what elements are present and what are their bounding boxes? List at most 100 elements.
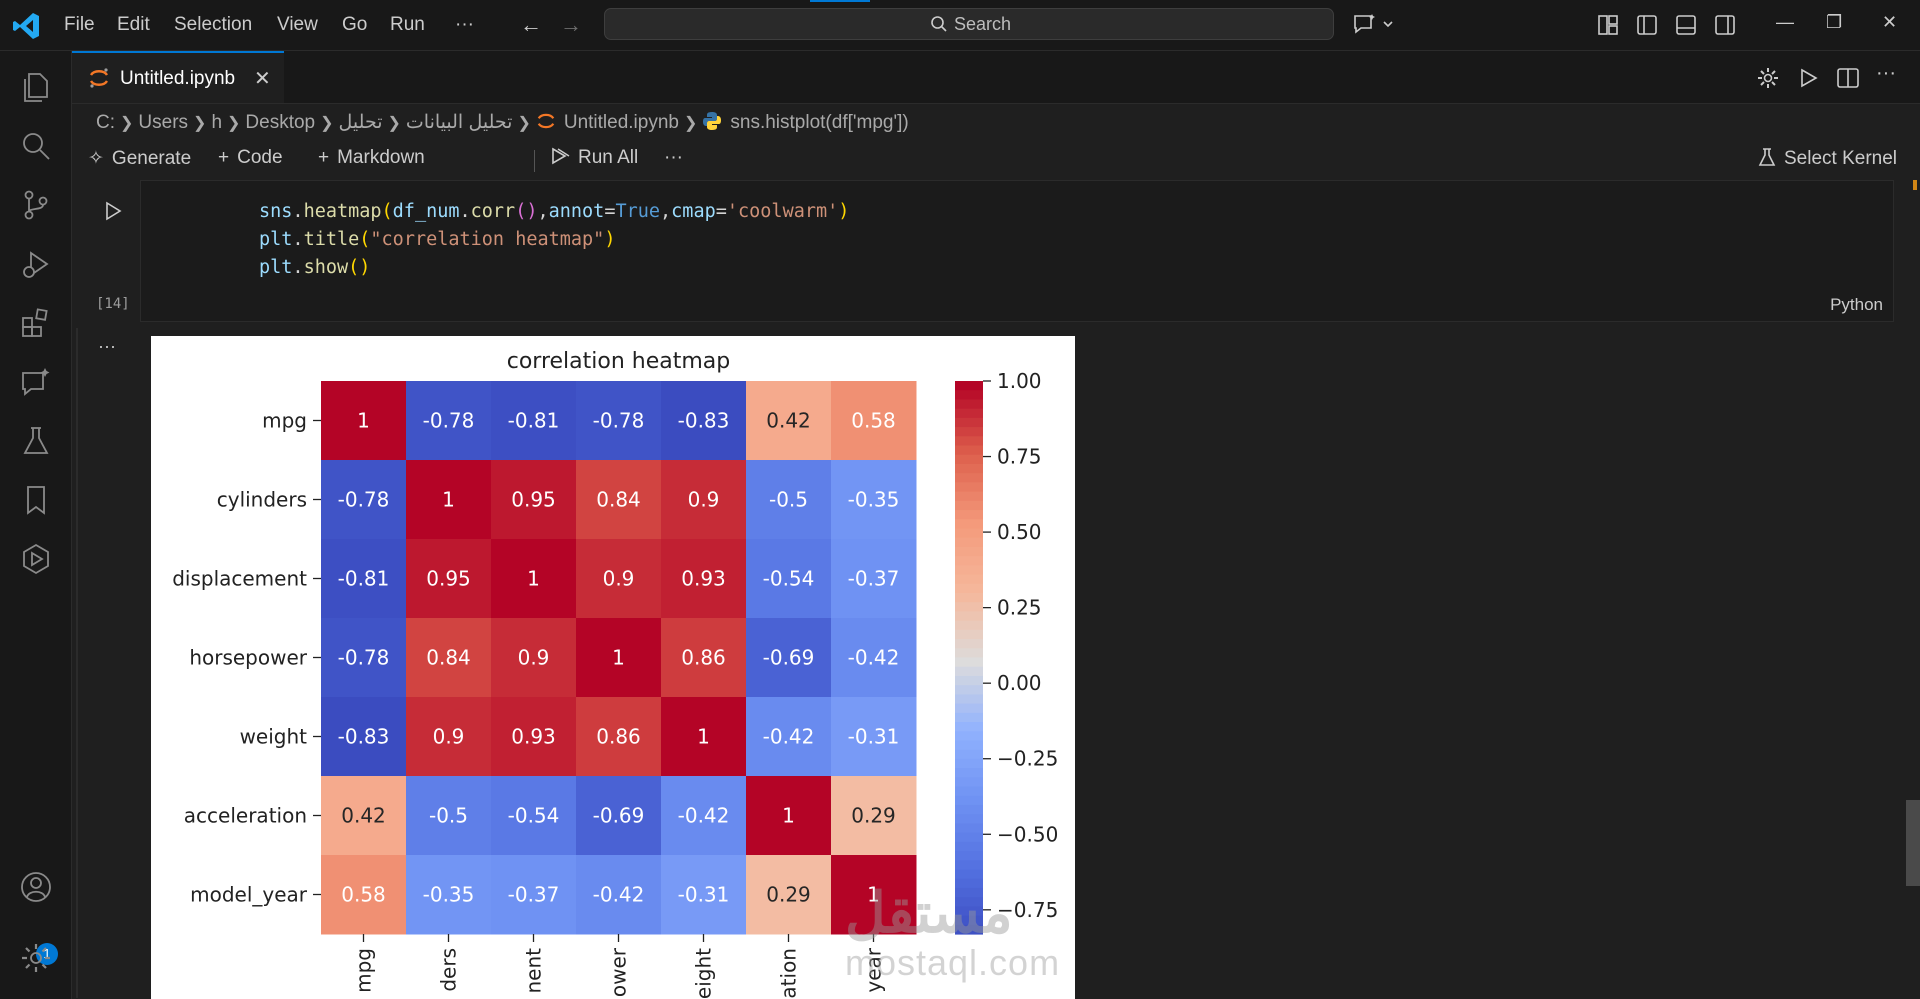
colorbar-segment	[955, 611, 983, 622]
colorbar-segment	[955, 731, 983, 742]
colorbar-segment	[955, 381, 983, 391]
menu-selection[interactable]: Selection	[174, 14, 253, 35]
code-line-1: sns.heatmap(df_num.corr(),annot=True,cma…	[259, 201, 850, 222]
code-cell-editor[interactable]: sns.heatmap(df_num.corr(),annot=True,cma…	[140, 180, 1894, 322]
vertical-scrollbar-thumb[interactable]	[1906, 800, 1920, 886]
chat-icon[interactable]	[19, 365, 53, 399]
breadcrumb-file[interactable]: Untitled.ipynb	[563, 112, 679, 133]
cell-annotation: 0.93	[681, 567, 726, 591]
extensions-icon[interactable]	[19, 306, 53, 340]
colorbar-tick-label: 0.75	[997, 445, 1042, 469]
menu-more[interactable]: ···	[455, 14, 474, 35]
heatmap-cell	[491, 618, 577, 698]
colorbar-segment	[955, 906, 983, 917]
menu-run[interactable]: Run	[390, 14, 425, 35]
tab-close-icon[interactable]: ✕	[254, 68, 271, 90]
search-icon[interactable]	[19, 129, 53, 163]
heatmap-cell	[321, 381, 407, 461]
y-tick-label: horsepower	[189, 646, 307, 670]
toolbar-more-button[interactable]: ···	[664, 147, 683, 168]
cell-annotation: -0.78	[423, 409, 475, 433]
cell-annotation: -0.5	[769, 488, 808, 512]
heatmap-cell	[576, 460, 662, 540]
restore-icon[interactable]: ❐	[1826, 12, 1843, 32]
colorbar-segment	[955, 841, 983, 852]
cell-annotation: 1	[612, 646, 625, 670]
chevron-right-icon: ❯	[120, 115, 134, 132]
watermark-arabic: مستقل	[845, 881, 1013, 944]
cell-annotation: -0.69	[763, 646, 815, 670]
menu-view[interactable]: View	[277, 14, 318, 35]
add-code-cell-button[interactable]: + Code	[218, 147, 283, 169]
cell-annotation: 0.95	[511, 488, 556, 512]
colorbar-segment	[955, 915, 983, 926]
toggle-panel-icon[interactable]	[1675, 14, 1697, 36]
vscode-logo-icon[interactable]	[10, 10, 42, 42]
settings-gear-icon[interactable]	[19, 941, 53, 975]
heatmap-cell	[491, 460, 577, 540]
toggle-secondary-sidebar-icon[interactable]	[1714, 14, 1736, 36]
command-search-box[interactable]: Search	[604, 8, 1334, 40]
breadcrumb-h[interactable]: h	[211, 112, 223, 133]
tab-label: Untitled.ipynb	[120, 68, 236, 89]
colorbar-segment	[955, 897, 983, 907]
python-icon	[703, 112, 722, 130]
notebook-settings-gear-icon[interactable]	[1756, 66, 1780, 90]
close-window-icon[interactable]: ✕	[1882, 12, 1898, 32]
editor-tab-bar: Untitled.ipynb ✕	[72, 51, 1920, 104]
output-more-actions-icon[interactable]: ···	[98, 336, 116, 356]
run-all-button[interactable]: Run All	[550, 147, 638, 169]
heatmap-cell	[576, 381, 662, 461]
breadcrumb-folder-data-analysis[interactable]: تحليل البيانات	[405, 112, 513, 133]
explorer-icon[interactable]	[19, 70, 53, 104]
heatmap-cell	[661, 460, 747, 540]
source-control-icon[interactable]	[19, 188, 53, 222]
toggle-primary-sidebar-icon[interactable]	[1636, 14, 1658, 36]
run-notebook-icon[interactable]	[1796, 66, 1820, 90]
copilot-chat-icon[interactable]	[1352, 12, 1398, 36]
cell-annotation: 1	[442, 488, 455, 512]
account-icon[interactable]	[19, 870, 53, 904]
run-debug-icon[interactable]	[19, 247, 53, 281]
cell-annotation: -0.78	[593, 409, 645, 433]
add-markdown-cell-button[interactable]: + Markdown	[318, 147, 425, 169]
editor-more-actions-icon[interactable]: ···	[1876, 62, 1896, 84]
testing-flask-icon[interactable]	[19, 424, 53, 458]
select-kernel-button[interactable]: Select Kernel	[1758, 147, 1897, 170]
breadcrumb-drive[interactable]: C:	[96, 112, 115, 133]
colorbar-segment	[955, 869, 983, 880]
code-label: Code	[237, 147, 283, 168]
cell-annotation: 1	[527, 567, 540, 591]
cell-annotation: -0.5	[429, 804, 468, 828]
customize-layout-icon[interactable]	[1597, 14, 1619, 36]
cell-annotation: -0.54	[508, 804, 560, 828]
menu-file[interactable]: File	[64, 14, 95, 35]
forward-arrow-icon[interactable]: →	[560, 12, 582, 37]
breadcrumb-folder-analysis[interactable]: تحليل	[338, 112, 383, 133]
breadcrumb-desktop[interactable]: Desktop	[245, 112, 316, 133]
heatmap-figure: correlation heatmap 1 -0.78 -0.81 -0.78 -0.83…	[151, 336, 1075, 999]
colorbar-segment	[955, 500, 983, 511]
cell-language-picker[interactable]: Python	[1830, 295, 1883, 314]
run-cell-icon[interactable]	[102, 200, 124, 222]
colorbar-segment	[955, 583, 983, 594]
menu-edit[interactable]: Edit	[117, 14, 150, 35]
split-editor-icon[interactable]	[1836, 66, 1860, 90]
breadcrumb-symbol[interactable]: sns.histplot(df['mpg'])	[730, 112, 909, 133]
minimap-marker	[1913, 180, 1917, 190]
cell-annotation: 0.29	[851, 804, 896, 828]
breadcrumb-users[interactable]: Users	[138, 112, 189, 133]
colorbar-segment	[955, 427, 983, 437]
x-tick-label: mpg	[352, 948, 376, 993]
heatmap-cell	[406, 697, 492, 777]
colorbar-segment	[955, 758, 983, 769]
minimize-icon[interactable]: —	[1776, 12, 1794, 32]
colorbar-segment	[955, 703, 983, 714]
x-tick-label: ders	[437, 948, 461, 992]
menu-go[interactable]: Go	[342, 14, 368, 35]
back-arrow-icon[interactable]: ←	[520, 12, 542, 37]
tab-untitled-ipynb[interactable]: Untitled.ipynb ✕	[72, 51, 284, 103]
bookmark-icon[interactable]	[19, 483, 53, 517]
generate-button[interactable]: ✧ Generate	[88, 147, 191, 170]
remote-explorer-icon[interactable]	[19, 542, 53, 576]
